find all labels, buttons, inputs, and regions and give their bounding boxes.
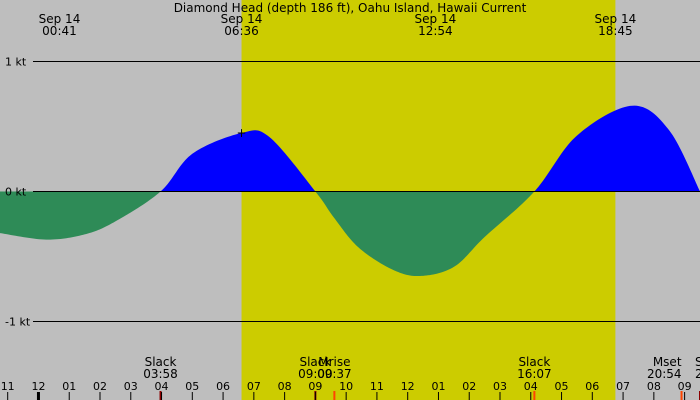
hour-axis: 11 12 01 02 03 04 05 06 07 08 09 10 11 12 01 02 03 04 05 06… <box>1 380 692 400</box>
event-time: 09:37 <box>317 367 352 381</box>
hour-label: 04 <box>524 380 538 393</box>
hour-label: 09 <box>308 380 322 393</box>
hour-label: 02 <box>462 380 476 393</box>
hour-label: 06 <box>585 380 599 393</box>
hour-label: 03 <box>493 380 507 393</box>
hour-label: 06 <box>216 380 230 393</box>
hour-label: 12 <box>401 380 415 393</box>
event-time: 20:54 <box>647 367 682 381</box>
ebb-area <box>0 191 161 240</box>
top-time-label: 00:41 <box>42 24 77 38</box>
flood-area <box>160 130 316 192</box>
event-name: Mset <box>653 355 682 369</box>
hour-label: 05 <box>555 380 569 393</box>
event-name: Mrise <box>318 355 350 369</box>
hour-label: 11 <box>370 380 384 393</box>
event-time: 09:00 <box>298 367 333 381</box>
event-name: Slack <box>299 355 331 369</box>
hour-label: 01 <box>431 380 445 393</box>
max-flood-marker: + <box>237 126 247 140</box>
y-tick-label: 0 kt <box>5 186 27 199</box>
hour-label: 05 <box>185 380 199 393</box>
hour-label: 07 <box>247 380 261 393</box>
event-time: 16:07 <box>517 367 552 381</box>
event-time: 2 <box>695 367 700 381</box>
event-name: Slack <box>145 355 177 369</box>
hour-label: 08 <box>278 380 292 393</box>
event-name: Slack <box>518 355 550 369</box>
hour-label: 02 <box>93 380 107 393</box>
current-area: + <box>0 105 700 277</box>
top-date-label: Sep 14 <box>595 12 637 26</box>
hour-label: 08 <box>647 380 661 393</box>
y-tick-label: 1 kt <box>5 56 27 69</box>
ebb-area <box>315 191 535 277</box>
top-time-label: 18:45 <box>598 24 633 38</box>
y-gridlines: 1 kt 0 kt -1 kt <box>5 56 700 329</box>
chart-title: Diamond Head (depth 186 ft), Oahu Island… <box>174 1 527 15</box>
hour-label: 10 <box>339 380 353 393</box>
top-time-label: 12:54 <box>418 24 453 38</box>
hour-label: 12 <box>31 380 45 393</box>
event-name: S <box>695 355 700 369</box>
flood-area <box>534 105 700 192</box>
top-date-label: Sep 14 <box>415 12 457 26</box>
y-tick-label: -1 kt <box>5 316 31 329</box>
hour-label: 11 <box>1 380 15 393</box>
hour-label: 09 <box>678 380 692 393</box>
top-date-label: Sep 14 <box>221 12 263 26</box>
event-time: 03:58 <box>143 367 178 381</box>
event-labels: Slack03:58Slack09:00Mrise09:37Slack16:07… <box>143 355 700 400</box>
hour-label: 03 <box>124 380 138 393</box>
top-time-label: 06:36 <box>224 24 259 38</box>
top-date-label: Sep 14 <box>39 12 81 26</box>
hour-label: 01 <box>62 380 76 393</box>
hour-label: 04 <box>155 380 169 393</box>
hour-label: 07 <box>616 380 630 393</box>
